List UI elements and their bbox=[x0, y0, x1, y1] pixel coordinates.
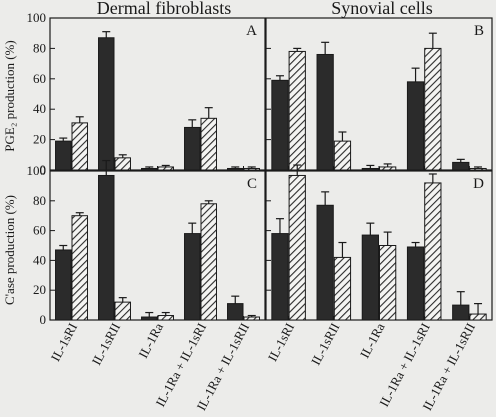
x-category-label: IL-1sRI bbox=[48, 320, 81, 363]
bar-hatched bbox=[333, 256, 352, 321]
panel-label: C bbox=[247, 176, 257, 192]
x-category-label: IL-1sRII bbox=[89, 320, 124, 367]
bar-solid bbox=[55, 140, 72, 171]
bar-hatched bbox=[200, 117, 217, 171]
bar-hatched bbox=[469, 167, 487, 171]
ylabel-top: PGE₂ production (%) bbox=[2, 40, 17, 151]
bar-solid bbox=[98, 37, 115, 171]
bar-hatched bbox=[379, 166, 397, 171]
bar-solid bbox=[98, 174, 115, 321]
y-tick-label: 100 bbox=[27, 10, 47, 25]
bar-solid bbox=[227, 303, 244, 321]
panel-D: D bbox=[265, 164, 493, 321]
panel-label: B bbox=[474, 23, 484, 39]
y-tick-label: 100 bbox=[27, 163, 47, 178]
panel-label: A bbox=[246, 23, 257, 39]
y-tick-label: 60 bbox=[33, 71, 46, 86]
bar-hatched bbox=[424, 47, 442, 171]
bar-hatched bbox=[424, 182, 442, 321]
title-left: Dermal fibroblasts bbox=[97, 0, 231, 18]
panel-C: C 0 20 40 60 80 100 bbox=[27, 159, 266, 327]
bar-hatched bbox=[333, 140, 352, 171]
y-tick-label: 40 bbox=[33, 252, 46, 267]
bar-solid bbox=[452, 161, 470, 171]
bar-hatched bbox=[288, 50, 306, 171]
bar-solid bbox=[361, 167, 379, 171]
bar-solid bbox=[361, 234, 379, 321]
bar-solid bbox=[452, 304, 470, 321]
bar-solid bbox=[271, 233, 289, 321]
bar-solid bbox=[184, 126, 201, 171]
x-category-label: IL-1Ra bbox=[135, 320, 166, 360]
y-tick-label: 80 bbox=[33, 193, 46, 208]
y-tick-label: 0 bbox=[40, 312, 47, 327]
bar-hatched bbox=[157, 166, 174, 171]
x-category-label: IL-1sRII bbox=[308, 320, 343, 367]
y-tick-label: 0 bbox=[40, 162, 47, 177]
bar-solid bbox=[141, 316, 158, 321]
bar-solid bbox=[316, 53, 334, 171]
panel-A: A 0 20 40 60 80 100 bbox=[27, 10, 266, 177]
title-right: Synovial cells bbox=[331, 0, 433, 18]
y-tick-label: 80 bbox=[33, 40, 46, 55]
bar-hatched bbox=[288, 174, 306, 321]
y-tick-label: 40 bbox=[33, 101, 46, 116]
bar-hatched bbox=[71, 122, 88, 171]
bar-solid bbox=[316, 204, 334, 321]
bar-hatched bbox=[379, 245, 397, 321]
x-category-label: IL-1sRI bbox=[265, 320, 298, 363]
x-category-label: IL-1Ra bbox=[357, 320, 388, 360]
bar-solid bbox=[271, 79, 289, 171]
bar-hatched bbox=[200, 203, 217, 321]
ylabel-bottom: C'ase production (%) bbox=[2, 195, 17, 305]
bar-solid bbox=[406, 81, 425, 171]
panel-label: D bbox=[473, 176, 484, 192]
bar-hatched bbox=[243, 167, 260, 171]
bar-hatched bbox=[243, 316, 260, 321]
bar-solid bbox=[55, 249, 72, 321]
y-tick-label: 20 bbox=[33, 132, 46, 147]
bar-hatched bbox=[469, 313, 487, 321]
bar-hatched bbox=[114, 301, 131, 321]
y-tick-label: 20 bbox=[33, 282, 46, 297]
bar-solid bbox=[227, 167, 244, 171]
panel-B: B bbox=[265, 17, 493, 171]
panels: A 0 20 40 60 80 100 B C 0 20 40 60 80 100 D bbox=[27, 10, 493, 327]
y-tick-label: 60 bbox=[33, 223, 46, 238]
bar-hatched bbox=[71, 215, 88, 321]
bar-solid bbox=[184, 233, 201, 321]
bar-hatched bbox=[114, 157, 131, 171]
bar-hatched bbox=[157, 315, 174, 321]
bar-solid bbox=[406, 246, 425, 321]
bar-solid bbox=[141, 167, 158, 171]
